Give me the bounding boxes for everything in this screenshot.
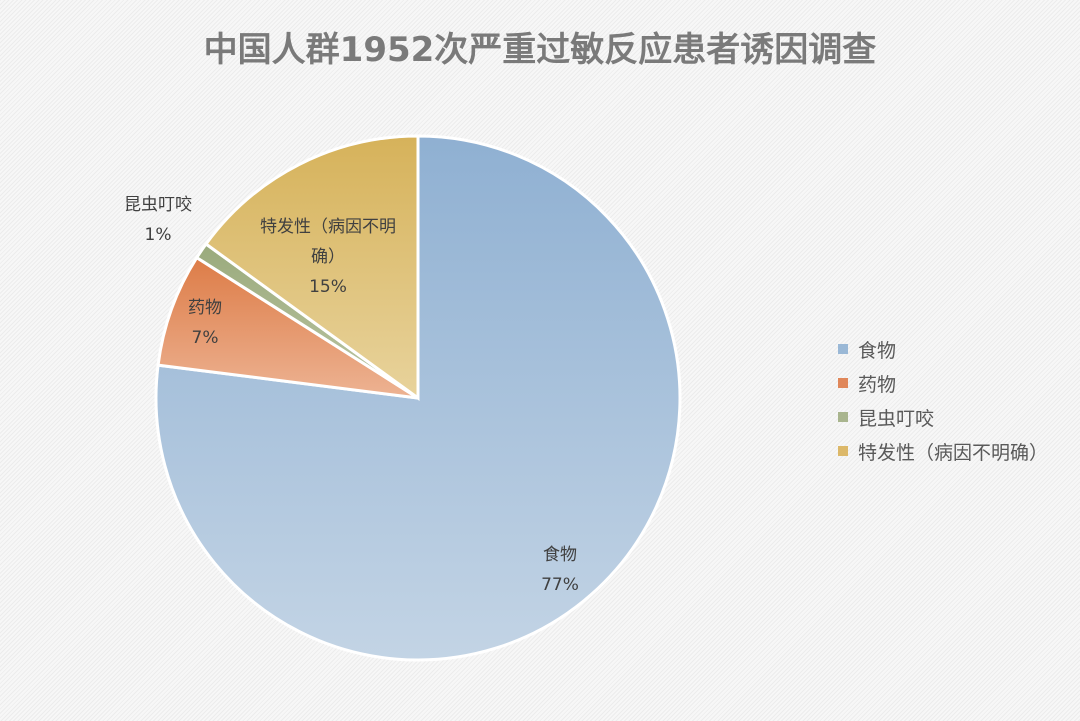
legend-swatch: [838, 344, 848, 354]
data-label-value: 15%: [309, 277, 347, 297]
legend-swatch: [838, 378, 848, 388]
legend-label: 昆虫叮咬: [858, 407, 935, 430]
data-label-name: 食物: [543, 545, 577, 565]
data-label-value: 1%: [144, 225, 172, 245]
data-label-value: 77%: [541, 575, 579, 595]
data-label-food: 食物 77%: [520, 540, 600, 600]
chart-title: 中国人群1952次严重过敏反应患者诱因调查: [203, 30, 877, 70]
pie-slice-idiopathic[interactable]: [203, 134, 420, 401]
legend-item-drug[interactable]: 药物: [838, 366, 1048, 400]
pie-slice-drug[interactable]: [156, 255, 419, 400]
data-label-value: 7%: [191, 328, 219, 348]
data-label-name: 特发性（病因不明: [260, 217, 396, 237]
legend-label: 特发性（病因不明确）: [858, 441, 1049, 464]
data-label-idiopathic: 特发性（病因不明 确） 15%: [228, 212, 428, 302]
legend-item-food[interactable]: 食物: [838, 332, 1048, 366]
data-label-name: 药物: [188, 298, 222, 318]
legend-swatch: [838, 412, 848, 422]
data-label-name-cont: 确）: [311, 247, 345, 267]
legend: 食物 药物 昆虫叮咬 特发性（病因不明确）: [838, 332, 1048, 468]
legend-swatch: [838, 446, 848, 456]
data-label-name: 昆虫叮咬: [124, 195, 192, 215]
legend-item-insect[interactable]: 昆虫叮咬: [838, 400, 1048, 434]
legend-item-idiopathic[interactable]: 特发性（病因不明确）: [838, 434, 1048, 468]
data-label-drug: 药物 7%: [165, 293, 245, 353]
legend-label: 药物: [858, 373, 897, 396]
legend-label: 食物: [858, 339, 897, 362]
data-label-insect: 昆虫叮咬 1%: [108, 190, 208, 250]
